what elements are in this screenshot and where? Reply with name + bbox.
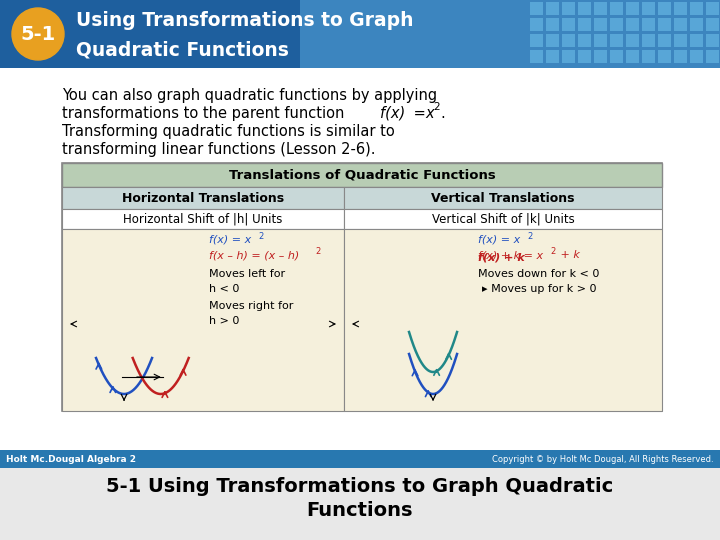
Text: f(x) + k = x: f(x) + k = x bbox=[477, 250, 543, 260]
Bar bbox=[546, 50, 559, 63]
Bar bbox=[578, 18, 591, 31]
Text: Moves right for: Moves right for bbox=[209, 301, 293, 311]
Text: Quadratic Functions: Quadratic Functions bbox=[76, 40, 289, 59]
Bar bbox=[642, 34, 655, 47]
Bar bbox=[562, 2, 575, 15]
Bar bbox=[562, 50, 575, 63]
Text: Holt Mc.Dougal Algebra 2: Holt Mc.Dougal Algebra 2 bbox=[6, 455, 136, 463]
Bar bbox=[706, 50, 719, 63]
Text: Translations of Quadratic Functions: Translations of Quadratic Functions bbox=[229, 168, 495, 181]
Bar bbox=[0, 468, 720, 540]
Bar bbox=[594, 50, 607, 63]
Text: 2: 2 bbox=[551, 247, 556, 256]
Text: x: x bbox=[425, 106, 433, 121]
Bar bbox=[546, 2, 559, 15]
Bar bbox=[706, 2, 719, 15]
Bar bbox=[344, 187, 662, 209]
Bar bbox=[594, 34, 607, 47]
Bar bbox=[562, 34, 575, 47]
Bar bbox=[626, 34, 639, 47]
Bar bbox=[626, 50, 639, 63]
Bar bbox=[626, 18, 639, 31]
Text: You can also graph quadratic functions by applying: You can also graph quadratic functions b… bbox=[62, 88, 437, 103]
Bar bbox=[626, 2, 639, 15]
Bar bbox=[690, 50, 703, 63]
Bar bbox=[344, 209, 662, 229]
Bar bbox=[62, 163, 662, 187]
Bar bbox=[530, 18, 543, 31]
Bar bbox=[690, 18, 703, 31]
Bar bbox=[562, 18, 575, 31]
Bar bbox=[530, 2, 543, 15]
Bar bbox=[642, 2, 655, 15]
Bar bbox=[706, 18, 719, 31]
Bar bbox=[530, 50, 543, 63]
Bar bbox=[658, 34, 671, 47]
Bar bbox=[62, 229, 344, 411]
Text: h < 0: h < 0 bbox=[209, 284, 239, 294]
Bar bbox=[706, 34, 719, 47]
Bar bbox=[594, 18, 607, 31]
Bar bbox=[344, 229, 662, 411]
Text: Moves down for k < 0: Moves down for k < 0 bbox=[477, 269, 599, 279]
Text: f(x) + k: f(x) + k bbox=[477, 252, 524, 262]
Text: Vertical Translations: Vertical Translations bbox=[431, 192, 575, 205]
Bar bbox=[658, 2, 671, 15]
Text: Vertical Shift of |k| Units: Vertical Shift of |k| Units bbox=[431, 213, 575, 226]
Bar bbox=[674, 2, 687, 15]
Text: transforming linear functions (Lesson 2-6).: transforming linear functions (Lesson 2-… bbox=[62, 142, 376, 157]
Bar bbox=[674, 34, 687, 47]
Text: ▸ Moves up for k > 0: ▸ Moves up for k > 0 bbox=[482, 284, 596, 294]
Bar bbox=[658, 50, 671, 63]
Text: 5-1 Using Transformations to Graph Quadratic: 5-1 Using Transformations to Graph Quadr… bbox=[107, 476, 613, 496]
Bar bbox=[610, 2, 623, 15]
Bar bbox=[62, 187, 344, 209]
Text: 2: 2 bbox=[258, 232, 264, 241]
Bar bbox=[658, 18, 671, 31]
Text: 5-1: 5-1 bbox=[20, 24, 55, 44]
Text: 2: 2 bbox=[315, 247, 321, 256]
Text: Horizontal Shift of |h| Units: Horizontal Shift of |h| Units bbox=[123, 213, 283, 226]
Bar bbox=[610, 18, 623, 31]
Text: f(x) = x: f(x) = x bbox=[477, 235, 520, 245]
Bar bbox=[62, 209, 344, 229]
Bar bbox=[0, 450, 720, 468]
Text: =: = bbox=[409, 106, 431, 121]
Circle shape bbox=[12, 8, 64, 60]
Bar bbox=[578, 2, 591, 15]
Bar bbox=[578, 50, 591, 63]
Text: Using Transformations to Graph: Using Transformations to Graph bbox=[76, 10, 413, 30]
Bar bbox=[62, 163, 662, 411]
Bar bbox=[594, 2, 607, 15]
Text: transformations to the parent function: transformations to the parent function bbox=[62, 106, 349, 121]
Bar bbox=[0, 0, 720, 68]
Bar bbox=[530, 34, 543, 47]
Text: 2: 2 bbox=[528, 232, 533, 241]
Bar bbox=[674, 18, 687, 31]
Text: 2: 2 bbox=[433, 102, 440, 112]
Text: f(x) = x: f(x) = x bbox=[209, 235, 251, 245]
Text: + k: + k bbox=[557, 250, 580, 260]
Bar bbox=[610, 50, 623, 63]
Bar bbox=[610, 34, 623, 47]
Text: Copyright © by Holt Mc Dougal, All Rights Reserved.: Copyright © by Holt Mc Dougal, All Right… bbox=[492, 455, 714, 463]
Text: Horizontal Translations: Horizontal Translations bbox=[122, 192, 284, 205]
Bar bbox=[300, 0, 720, 68]
Text: .: . bbox=[440, 106, 445, 121]
Text: f(x): f(x) bbox=[380, 106, 405, 121]
Bar bbox=[578, 34, 591, 47]
Bar bbox=[546, 18, 559, 31]
Bar bbox=[674, 50, 687, 63]
Text: f(x – h) = (x – h): f(x – h) = (x – h) bbox=[209, 250, 299, 260]
Bar bbox=[546, 34, 559, 47]
Text: Moves left for: Moves left for bbox=[209, 269, 285, 279]
Text: Functions: Functions bbox=[307, 501, 413, 519]
Bar bbox=[690, 2, 703, 15]
Text: Transforming quadratic functions is similar to: Transforming quadratic functions is simi… bbox=[62, 124, 395, 139]
Bar bbox=[642, 18, 655, 31]
Bar bbox=[690, 34, 703, 47]
Text: h > 0: h > 0 bbox=[209, 316, 239, 326]
Bar bbox=[642, 50, 655, 63]
